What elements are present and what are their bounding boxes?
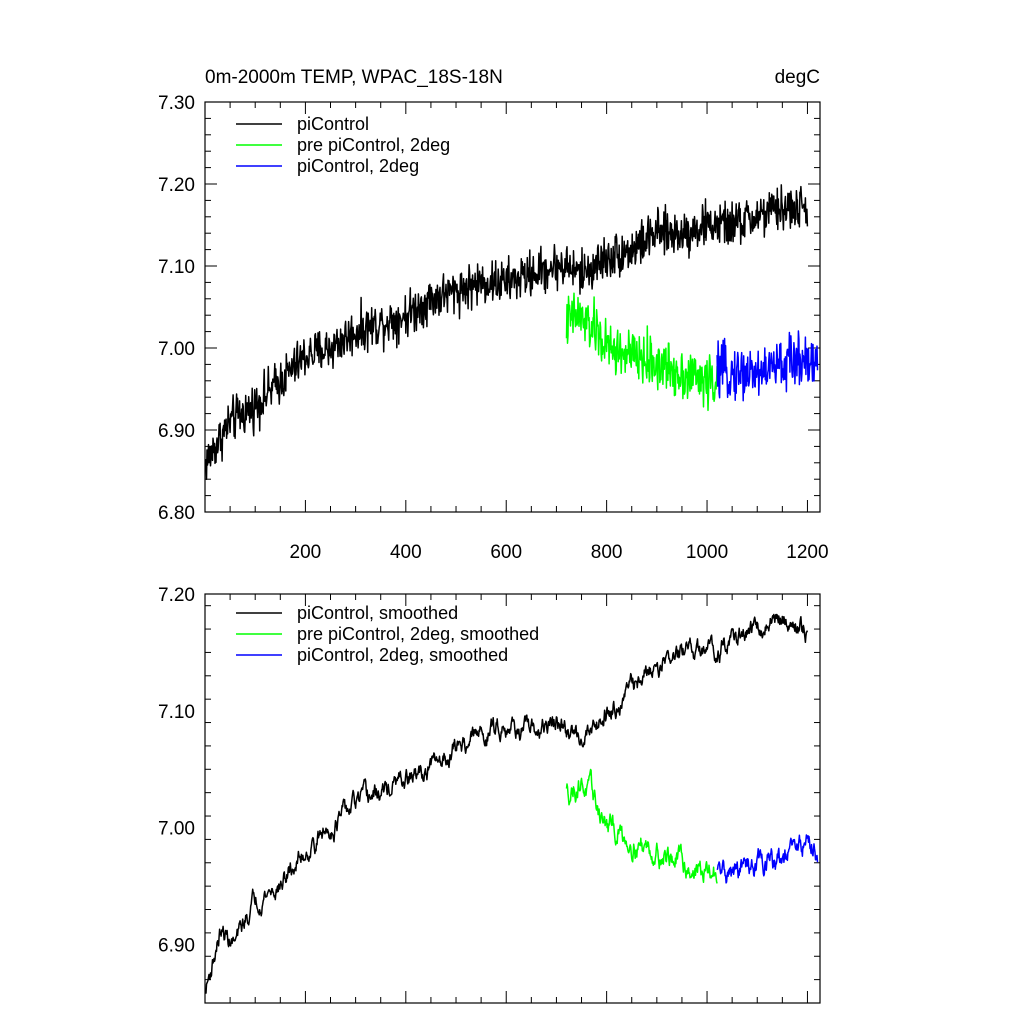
series-line-picontrol-2deg-smoothed	[716, 834, 819, 884]
top-chart-series	[204, 184, 819, 481]
bottom-chart-series	[204, 613, 819, 994]
top-chart-panel: 0m-2000m TEMP, WPAC_18S-18N degC 6.80 6.9…	[158, 67, 829, 563]
series-line-pre-picontrol-2deg	[565, 292, 718, 412]
series-line-picontrol-2deg	[716, 330, 819, 402]
legend-label: piControl	[297, 114, 369, 134]
x-tick-label: 600	[490, 542, 522, 563]
plot-frame	[204, 593, 821, 1004]
y-tick-label: 7.20	[158, 585, 195, 606]
x-tick-label: 800	[591, 542, 623, 563]
legend-label: pre piControl, 2deg, smoothed	[297, 624, 539, 644]
x-tick-label: 1000	[686, 542, 728, 563]
y-tick-label: 7.30	[158, 93, 195, 114]
x-tick-label: 400	[390, 542, 422, 563]
legend-label: piControl, 2deg	[297, 156, 419, 176]
x-tick-label: 1200	[786, 542, 828, 563]
series-line-picontrol	[204, 184, 809, 481]
y-tick-label: 6.90	[158, 421, 195, 442]
series-line-pre-picontrol-2deg-smoothed	[565, 768, 718, 884]
y-tick-label: 7.00	[158, 819, 195, 840]
y-tick-label: 7.10	[158, 257, 195, 278]
chart-units-label: degC	[775, 67, 820, 88]
bottom-chart-panel: 6.90 7.00 7.10 7.20 piControl, smoothedpre …	[158, 585, 821, 1004]
chart-title-left: 0m-2000m TEMP, WPAC_18S-18N	[205, 67, 503, 88]
top-chart-axes: 6.80 6.90 7.00 7.10 7.20 7.30 200 400 600 800 1000…	[158, 93, 829, 563]
y-tick-label: 6.80	[158, 503, 195, 524]
y-tick-label: 7.10	[158, 702, 195, 723]
y-tick-label: 7.20	[158, 175, 195, 196]
legend-label: pre piControl, 2deg	[297, 135, 450, 155]
x-tick-label: 200	[290, 542, 322, 563]
legend-label: piControl, smoothed	[297, 603, 458, 623]
legend-label: piControl, 2deg, smoothed	[297, 645, 508, 665]
bottom-chart-axes: 6.90 7.00 7.10 7.20	[158, 585, 821, 1004]
y-tick-label: 7.00	[158, 339, 195, 360]
series-line-picontrol-smoothed	[204, 613, 809, 994]
y-tick-label: 6.90	[158, 936, 195, 957]
plot-frame	[204, 101, 821, 513]
